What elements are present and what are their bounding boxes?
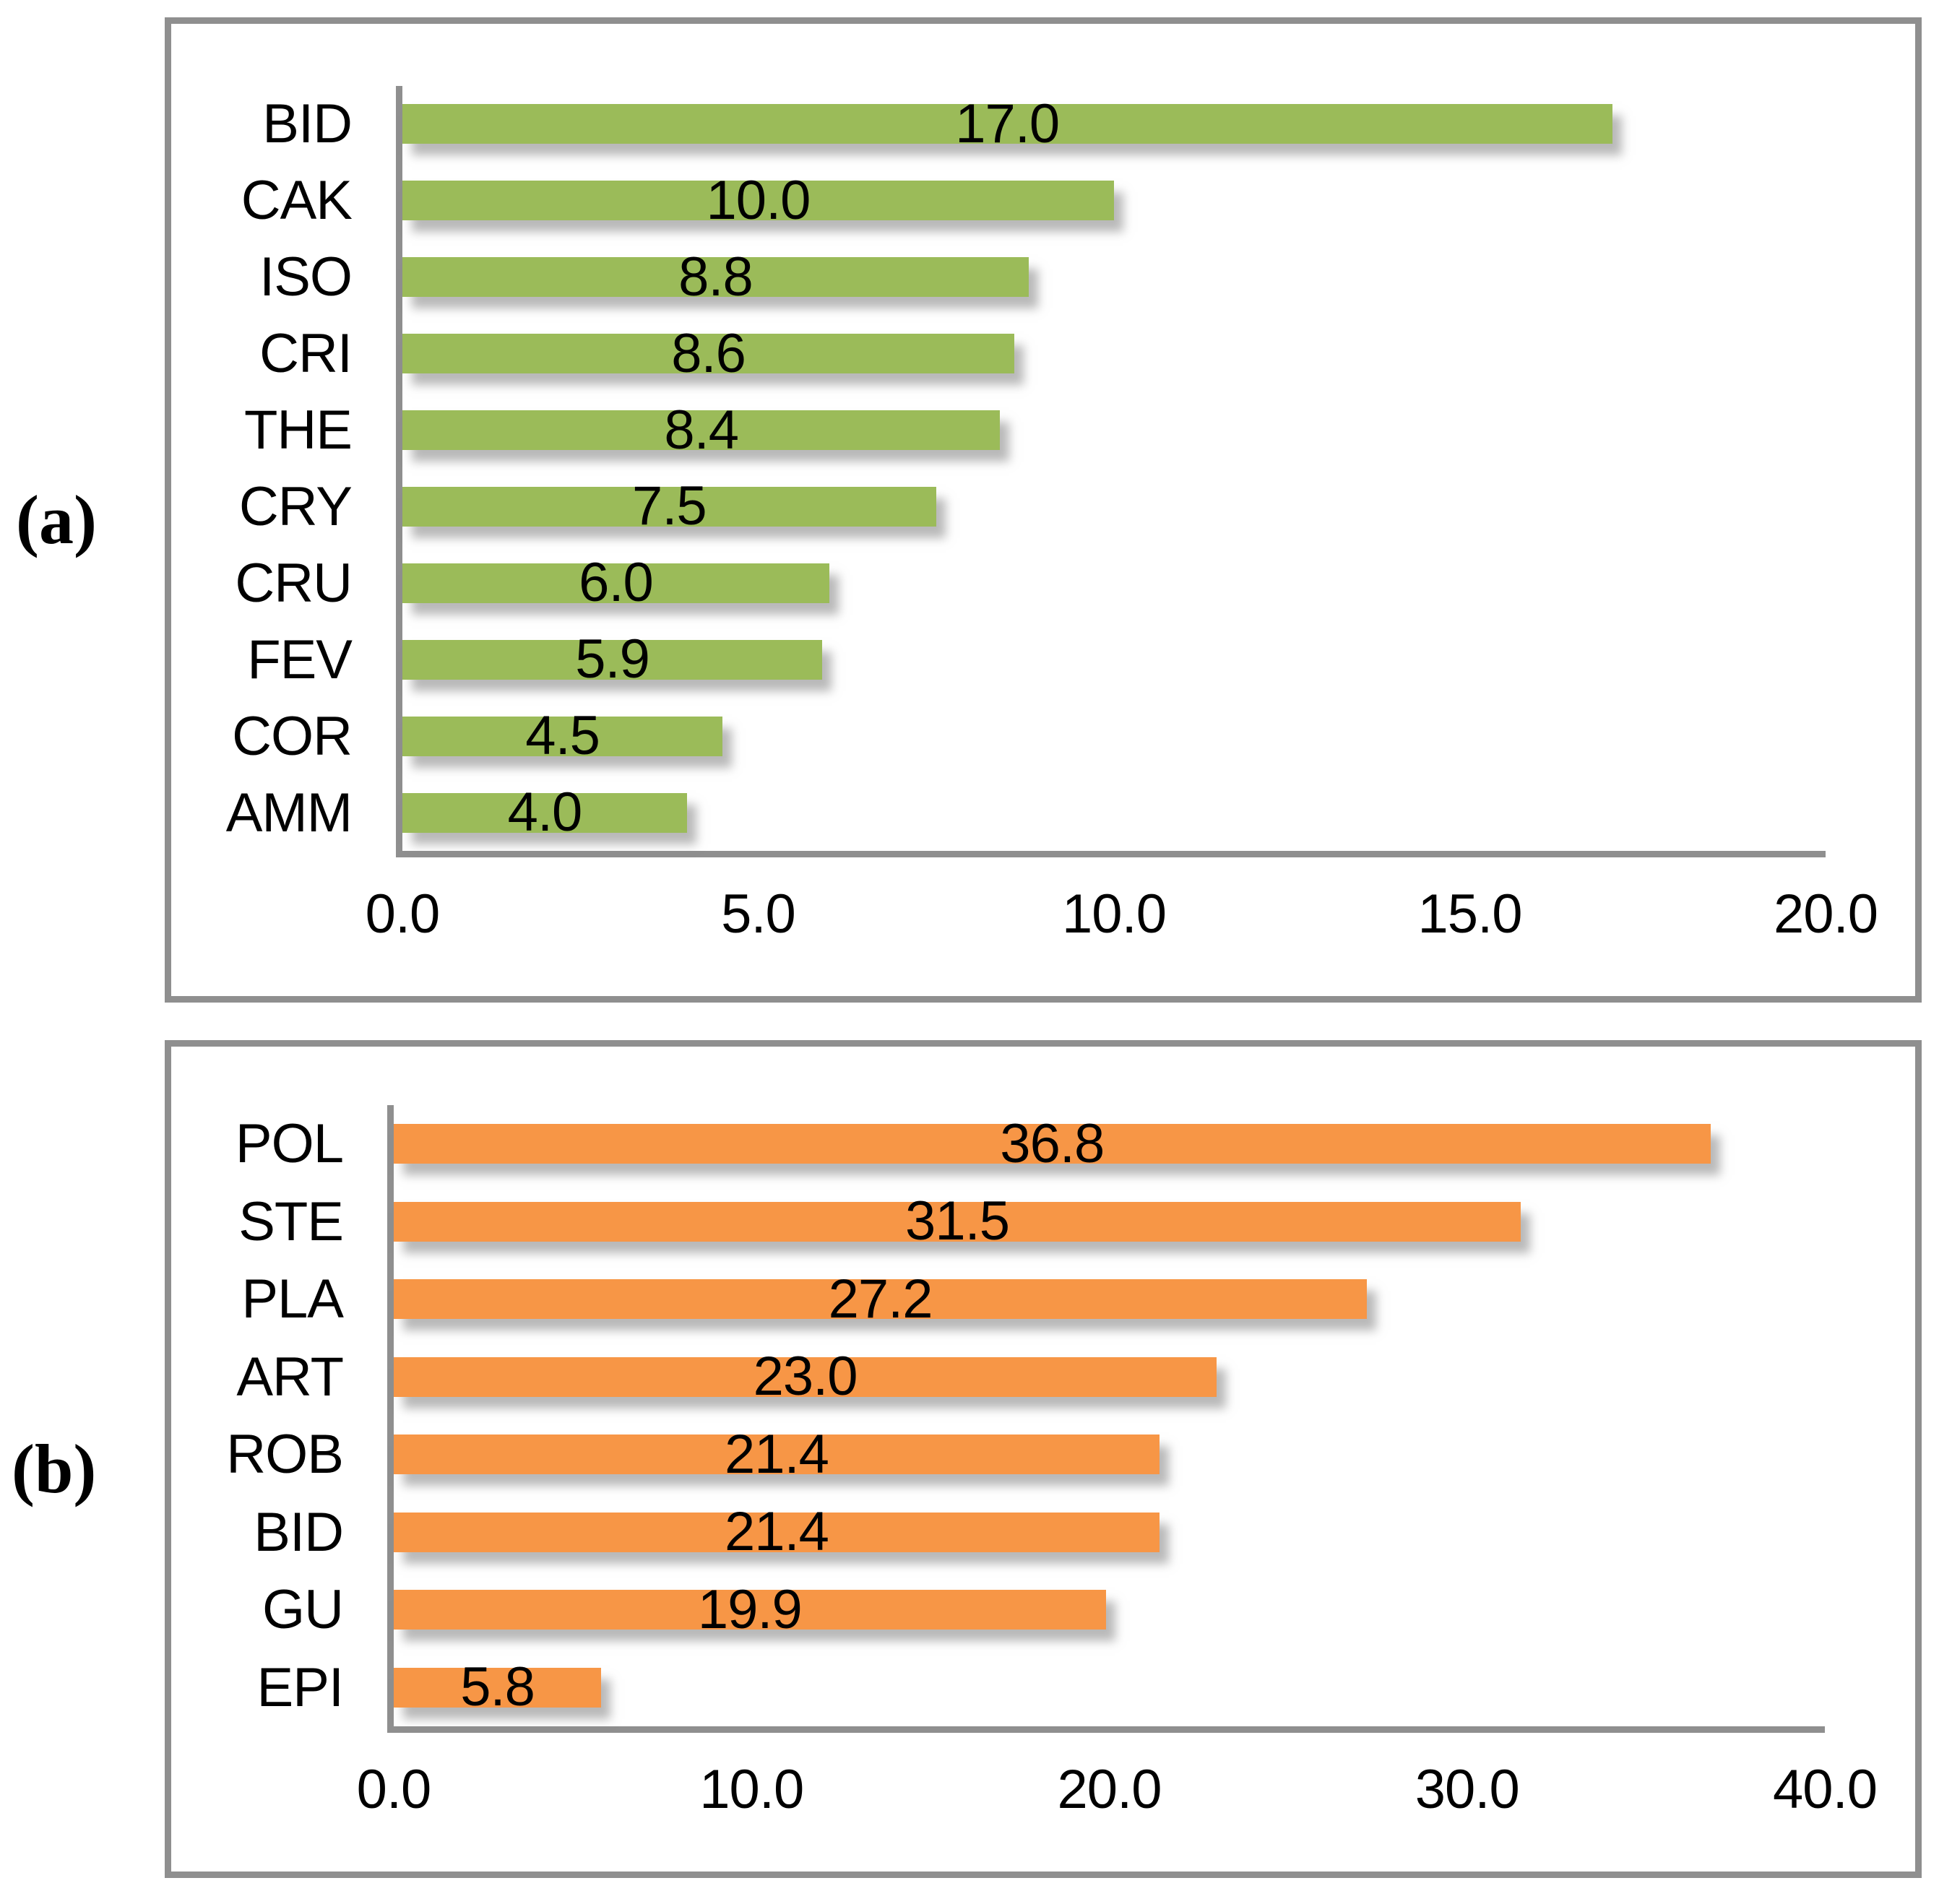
chart-b-plot-area: POL STE PLA ART ROB BID GU EPI 36.8 31.5 27.2 23.0… xyxy=(226,1105,1878,1817)
x-axis-tick-label: 0.0 xyxy=(365,883,441,945)
bar-value-label: 6.0 xyxy=(579,552,654,614)
category-label: COR xyxy=(232,705,353,767)
bar: 7.5 xyxy=(402,479,936,534)
x-axis-tick-label: 15.0 xyxy=(1417,883,1523,945)
bar-value-label: 4.0 xyxy=(507,782,583,844)
category-label: THE xyxy=(244,399,353,462)
category-label: GU xyxy=(262,1579,344,1641)
category-label: ART xyxy=(236,1346,344,1408)
bar: 23.0 xyxy=(394,1349,1217,1404)
x-axis-tick-label: 20.0 xyxy=(1774,883,1878,945)
chart-a-bars: 17.0 10.0 8.8 8.6 8.4 7.5 6.0 5.9 4.5 4.0 xyxy=(402,86,1826,851)
bar: 27.2 xyxy=(394,1271,1368,1326)
bar: 5.8 xyxy=(394,1660,602,1715)
bar: 5.9 xyxy=(402,632,823,687)
bar-value-label: 27.2 xyxy=(828,1268,933,1330)
bar-value-label: 23.0 xyxy=(753,1346,858,1408)
category-label: PLA xyxy=(241,1268,344,1330)
x-axis-tick-label: 30.0 xyxy=(1415,1759,1520,1820)
x-axis-tick-label: 10.0 xyxy=(699,1759,804,1820)
bar-value-label: 36.8 xyxy=(1000,1112,1105,1174)
category-label: CAK xyxy=(241,170,353,232)
chart-b-category-axis: POL STE PLA ART ROB BID GU EPI xyxy=(40,1105,345,1726)
bar-value-label: 8.4 xyxy=(664,399,739,461)
category-label: FEV xyxy=(247,628,353,691)
bar: 31.5 xyxy=(394,1194,1521,1249)
chart-a-category-axis: BID CAK ISO CRI THE CRY CRU FEV COR AMM xyxy=(48,86,353,851)
category-label: CRY xyxy=(238,475,353,537)
bar-value-label: 5.9 xyxy=(575,628,650,691)
bar: 36.8 xyxy=(394,1116,1711,1171)
bar-value-label: 19.9 xyxy=(697,1578,803,1640)
bar-value-label: 5.8 xyxy=(460,1656,535,1718)
x-axis-tick-label: 10.0 xyxy=(1062,883,1167,945)
chart-b-bars: 36.8 31.5 27.2 23.0 21.4 21.4 19.9 5.8 xyxy=(394,1105,1825,1726)
bar: 21.4 xyxy=(394,1427,1159,1481)
x-axis-tick-label: 40.0 xyxy=(1773,1759,1878,1820)
bar: 10.0 xyxy=(402,173,1114,228)
bar-value-label: 21.4 xyxy=(724,1501,829,1563)
category-label: ROB xyxy=(226,1424,344,1486)
bar: 8.6 xyxy=(402,326,1015,381)
chart-b-x-axis: 0.0 10.0 20.0 30.0 40.0 xyxy=(357,1759,1878,1842)
bar: 4.0 xyxy=(402,785,687,840)
bar-value-label: 10.0 xyxy=(706,169,811,231)
bar-value-label: 17.0 xyxy=(955,92,1060,155)
bar: 17.0 xyxy=(402,96,1612,151)
category-label: CRI xyxy=(259,323,353,385)
category-label: STE xyxy=(238,1190,344,1252)
bar: 19.9 xyxy=(394,1582,1106,1637)
category-label: EPI xyxy=(256,1656,345,1718)
x-axis-tick-label: 5.0 xyxy=(721,883,796,945)
category-label: ISO xyxy=(259,246,353,308)
bar: 8.8 xyxy=(402,249,1029,304)
chart-b-frame: POL STE PLA ART ROB BID GU EPI 36.8 31.5 27.2 23.0… xyxy=(165,1040,1922,1878)
bar-value-label: 31.5 xyxy=(905,1190,1010,1252)
category-label: BID xyxy=(262,93,353,155)
x-axis-tick-label: 0.0 xyxy=(356,1759,432,1820)
bar-value-label: 4.5 xyxy=(525,705,600,767)
category-label: POL xyxy=(235,1113,344,1175)
bar: 6.0 xyxy=(402,555,829,610)
bar-value-label: 8.6 xyxy=(671,322,746,384)
bar: 4.5 xyxy=(402,709,723,763)
bar-value-label: 8.8 xyxy=(678,246,753,308)
category-label: CRU xyxy=(235,552,353,614)
bar: 8.4 xyxy=(402,402,1001,457)
category-label: AMM xyxy=(225,782,353,844)
panel-b-label: (b) xyxy=(12,1430,97,1507)
x-axis-tick-label: 20.0 xyxy=(1057,1759,1162,1820)
category-label: BID xyxy=(254,1501,344,1563)
bar-value-label: 7.5 xyxy=(632,475,707,537)
bar-value-label: 21.4 xyxy=(724,1423,829,1485)
bar: 21.4 xyxy=(394,1505,1159,1559)
panel-a-label: (a) xyxy=(16,481,97,558)
chart-a-frame: BID CAK ISO CRI THE CRY CRU FEV COR AMM 17.0 10.0 8… xyxy=(165,17,1922,1003)
chart-a-x-axis: 0.0 5.0 10.0 15.0 20.0 xyxy=(366,883,1878,966)
chart-a-plot-area: BID CAK ISO CRI THE CRY CRU FEV COR AMM 17.0 10.0 8… xyxy=(226,86,1878,942)
